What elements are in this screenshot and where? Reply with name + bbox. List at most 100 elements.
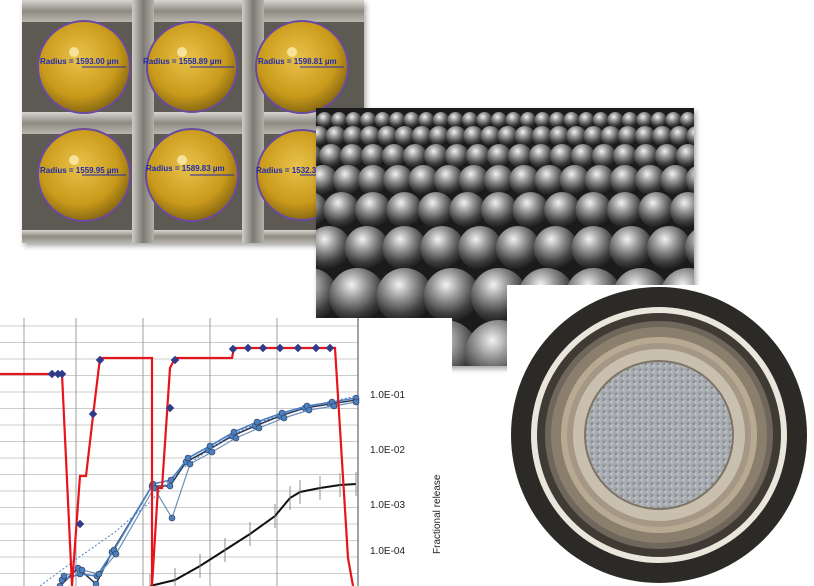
steel-sphere <box>514 126 535 146</box>
steel-sphere <box>512 192 549 228</box>
steel-sphere <box>549 126 570 146</box>
steel-sphere <box>505 112 522 128</box>
series-point-red <box>228 344 238 354</box>
cross-section-image <box>507 285 810 583</box>
radius-label-1: Radius = 1593.00 µm <box>40 57 119 66</box>
y-tick-label-3: 1.0E-03 <box>370 500 405 511</box>
steel-sphere <box>447 112 464 128</box>
steel-sphere <box>316 165 338 195</box>
series-point-blue <box>330 402 338 410</box>
spheres-image <box>316 108 694 366</box>
steel-sphere <box>571 144 595 168</box>
steel-sphere <box>638 192 675 228</box>
micrograph-panel: Radius = 1593.00 µm Radius = 1558.89 µm … <box>22 0 364 243</box>
series-point-red <box>165 403 175 413</box>
series-point-blue <box>184 454 192 462</box>
steel-sphere <box>647 226 692 270</box>
steel-sphere <box>340 144 364 168</box>
steel-sphere <box>520 112 537 128</box>
steel-sphere <box>509 165 540 195</box>
series-point-blue <box>208 448 216 456</box>
steel-sphere <box>550 144 574 168</box>
series-point-blue <box>230 428 238 436</box>
steel-sphere <box>424 144 448 168</box>
steel-sphere <box>592 112 609 128</box>
steel-sphere <box>636 112 653 128</box>
steel-sphere <box>617 126 638 146</box>
steel-sphere <box>549 112 566 128</box>
steel-sphere <box>428 126 449 146</box>
steel-sphere <box>432 112 449 128</box>
series-point-blue <box>60 572 68 580</box>
steel-sphere <box>544 192 580 228</box>
steel-sphere <box>583 126 604 146</box>
series-point-blue <box>280 414 288 422</box>
series-line-blue <box>63 401 357 577</box>
steel-sphere <box>355 192 391 228</box>
steel-sphere <box>331 112 348 128</box>
steel-sphere <box>669 126 690 146</box>
steel-sphere <box>497 126 518 146</box>
radius-label-5: Radius = 1589.83 µm <box>146 164 225 173</box>
steel-sphere <box>382 226 427 270</box>
steel-sphere <box>382 144 406 168</box>
series-point-blue <box>78 566 86 574</box>
steel-sphere <box>613 144 637 168</box>
series-line-blue-dotted <box>39 395 357 586</box>
steel-sphere <box>319 144 343 168</box>
steel-sphere <box>495 226 540 270</box>
series-point-blue <box>167 476 175 484</box>
release-chart: 1.0E-01 1.0E-02 1.0E-03 1.0E-04 Fraction… <box>0 318 452 586</box>
steel-sphere <box>685 166 694 194</box>
steel-sphere <box>361 144 385 168</box>
steel-sphere <box>610 165 640 195</box>
steel-sphere <box>533 226 578 270</box>
kernel-4: Radius = 1559.95 µm <box>37 128 131 222</box>
steel-sphere <box>566 126 587 146</box>
steel-sphere <box>345 112 362 128</box>
kernel-3: Radius = 1598.81 µm <box>255 20 349 114</box>
steel-sphere <box>621 112 638 128</box>
steel-sphere <box>423 268 480 324</box>
steel-sphere <box>383 165 414 195</box>
steel-sphere <box>358 165 388 195</box>
steel-sphere <box>484 165 514 195</box>
radius-label-4: Radius = 1559.95 µm <box>40 166 119 175</box>
series-point-blue <box>166 482 174 490</box>
steel-sphere <box>466 144 490 168</box>
steel-sphere <box>360 112 377 128</box>
series-point-blue <box>255 424 263 432</box>
steel-sphere <box>386 192 423 228</box>
steel-sphere <box>686 126 694 146</box>
steel-sphere <box>376 268 433 324</box>
series-point-blue <box>112 550 120 558</box>
steel-sphere <box>449 192 486 228</box>
steel-sphere <box>332 165 363 195</box>
steel-sphere <box>408 165 439 195</box>
steel-sphere <box>403 144 427 168</box>
series-point-red <box>170 355 180 365</box>
series-point-blue <box>95 570 103 578</box>
steel-sphere <box>487 144 511 168</box>
steel-sphere <box>418 112 435 128</box>
series-point-blue <box>206 442 214 450</box>
series-point-red <box>88 409 98 419</box>
steel-sphere <box>660 165 691 195</box>
steel-sphere <box>316 112 333 128</box>
steel-sphere <box>374 112 391 128</box>
steel-sphere <box>676 144 694 168</box>
y-tick-label-4: 1.0E-04 <box>370 546 405 557</box>
steel-sphere <box>680 112 694 128</box>
steel-sphere <box>652 126 673 146</box>
steel-sphere <box>534 165 565 195</box>
series-point-blue <box>253 418 261 426</box>
steel-sphere <box>508 144 532 168</box>
steel-sphere <box>529 144 553 168</box>
steel-sphere <box>481 192 517 228</box>
steel-sphere <box>342 126 363 146</box>
steel-sphere <box>531 126 552 146</box>
steel-sphere <box>316 268 338 324</box>
steel-sphere <box>458 165 489 195</box>
kernel-1: Radius = 1593.00 µm <box>37 20 131 114</box>
series-point-red <box>325 343 335 353</box>
